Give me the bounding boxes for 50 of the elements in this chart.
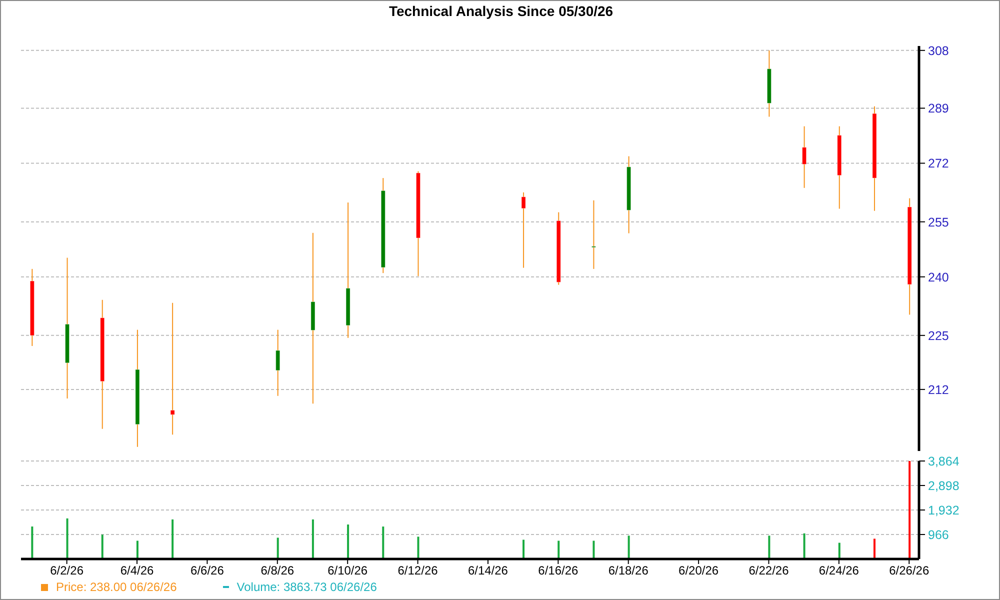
- bar: [873, 538, 876, 559]
- candlestick: [521, 192, 526, 268]
- y-tick-label: 3,864: [928, 454, 960, 468]
- bar: [417, 536, 420, 559]
- bar: [558, 540, 560, 559]
- x-tick-label: 6/4/26: [120, 564, 154, 578]
- bar: [312, 519, 314, 559]
- y-tick-label: 2,898: [928, 478, 960, 493]
- bar: [592, 540, 595, 559]
- bar: [136, 540, 138, 559]
- candlestick: [276, 329, 280, 396]
- y-tick-label: 966: [928, 528, 949, 542]
- bar: [276, 538, 279, 559]
- y-tick-label: 225: [928, 328, 949, 343]
- candlestick: [170, 302, 175, 436]
- x-tick-label: 6/8/26: [260, 564, 294, 578]
- x-tick-label: 6/12/26: [398, 564, 438, 578]
- bar: [522, 540, 525, 559]
- y-tick-label: 289: [928, 102, 949, 116]
- y-tick-label: 272: [928, 156, 949, 171]
- x-tick-label: 6/16/26: [538, 564, 579, 578]
- bar: [908, 461, 911, 559]
- y-tick-label: 240: [928, 270, 949, 284]
- bar: [382, 526, 384, 559]
- y-tick-label: 1,932: [928, 503, 960, 518]
- x-tick-label: 6/14/26: [468, 564, 508, 578]
- x-tick-label: 6/6/26: [190, 564, 224, 578]
- bar: [66, 518, 68, 559]
- x-tick-label: 6/26/26: [889, 564, 930, 578]
- bar: [101, 534, 104, 559]
- x-tick-label: 6/10/26: [328, 564, 368, 578]
- y-tick-label: 308: [928, 44, 949, 58]
- candlestick: [802, 126, 807, 188]
- chart-title: Technical Analysis Since 05/30/26: [388, 3, 614, 19]
- y-tick-label: 255: [928, 215, 949, 230]
- y-tick-label: 212: [928, 382, 949, 397]
- series-label: Volume: 3863.73 06/26/26: [236, 580, 377, 594]
- x-tick-label: 6/18/26: [608, 564, 649, 578]
- bar: [172, 519, 174, 559]
- bar: [347, 524, 350, 559]
- bar: [838, 542, 840, 559]
- candlestick: [591, 200, 596, 270]
- x-tick-label: 6/2/26: [50, 564, 84, 578]
- bar: [803, 533, 806, 559]
- x-tick-label: 6/20/26: [678, 564, 719, 578]
- bar: [628, 536, 630, 559]
- x-tick-label: 6/24/26: [818, 564, 860, 578]
- text: Price: 238.00 06/26/26: [56, 580, 177, 594]
- x-tick-label: 6/22/26: [748, 564, 790, 578]
- bar: [768, 536, 770, 559]
